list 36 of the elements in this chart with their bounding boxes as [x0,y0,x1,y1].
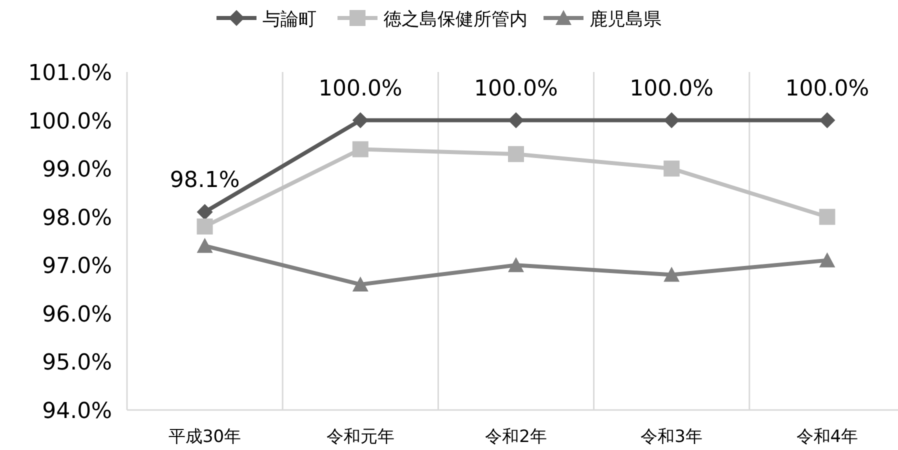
point [664,160,680,177]
point [508,146,524,162]
point [508,257,524,272]
x-tick-label: 令和元年 [326,427,394,447]
data-label: 100.0% [318,76,402,102]
y-tick-label: 94.0% [42,399,112,424]
x-tick-label: 令和3年 [640,427,703,447]
point [196,204,213,220]
point [819,252,836,268]
point [196,238,213,253]
x-tick-label: 平成30年 [168,427,242,447]
point [819,208,836,225]
data-label: 100.0% [630,76,714,102]
point [664,112,680,128]
legend-label: 与論町 [262,9,316,30]
data-label: 100.0% [474,76,558,102]
legend-label: 徳之島保健所管内 [384,9,528,30]
x-tick-label: 令和2年 [485,427,547,447]
data-label: 100.0% [785,76,870,102]
x-tick-label: 令和4年 [796,427,858,447]
point [352,141,368,158]
point [819,112,836,128]
y-tick-label: 97.0% [42,254,112,280]
data-label: 98.1% [170,168,240,194]
y-tick-label: 95.0% [42,350,112,376]
point [352,112,368,128]
y-tick-label: 99.0% [42,158,112,183]
point [352,276,368,292]
point [196,218,213,235]
y-tick-label: 101.0% [28,61,112,86]
legend-label: 鹿児島県 [590,9,662,30]
y-tick-label: 100.0% [28,109,112,134]
point [664,266,680,282]
y-tick-label: 98.0% [42,206,112,231]
point [508,112,524,128]
y-tick-label: 96.0% [42,302,112,328]
